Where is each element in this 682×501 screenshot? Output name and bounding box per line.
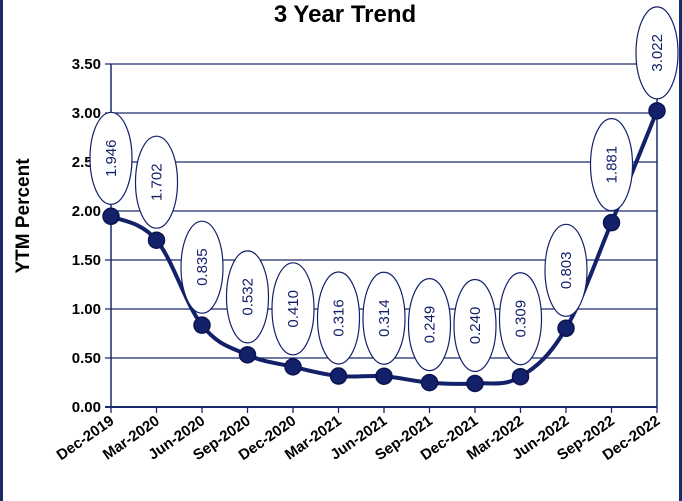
data-point <box>284 358 302 376</box>
data-label: 3.022 <box>635 6 679 100</box>
svg-text:1.881: 1.881 <box>604 146 621 184</box>
data-label: 0.803 <box>544 223 588 317</box>
svg-text:1.702: 1.702 <box>149 163 166 201</box>
data-point <box>193 316 211 334</box>
data-point <box>420 373 439 392</box>
data-label: 0.410 <box>271 262 315 356</box>
data-point <box>147 231 166 249</box>
data-labels: 1.946 1.702 0.835 0.532 0.410 0.316 0.314 0.249… <box>89 6 679 373</box>
data-point <box>511 367 530 386</box>
data-point <box>102 207 120 226</box>
chart-title: 3 Year Trend <box>274 1 416 28</box>
data-label: 1.702 <box>134 135 179 229</box>
y-tick-label: 0.50 <box>72 350 101 367</box>
data-point <box>602 213 621 232</box>
svg-text:1.946: 1.946 <box>103 140 120 178</box>
svg-text:0.316: 0.316 <box>331 299 348 337</box>
data-label: 1.946 <box>89 111 133 205</box>
y-tick-label: 1.50 <box>72 252 101 269</box>
y-axis-label: YTM Percent <box>13 158 34 274</box>
svg-text:0.835: 0.835 <box>194 248 211 286</box>
svg-text:0.249: 0.249 <box>422 306 439 344</box>
y-axis-ticks: 0.000.501.001.502.002.503.003.50 <box>72 56 101 416</box>
data-point <box>375 367 393 385</box>
svg-text:0.532: 0.532 <box>240 278 257 316</box>
data-label: 0.316 <box>316 271 361 365</box>
data-point <box>329 367 348 385</box>
data-label: 0.249 <box>407 277 452 372</box>
x-axis-ticks: Dec-2019Mar-2020Jun-2020Sep-2020Dec-2020… <box>54 407 663 464</box>
data-label: 0.835 <box>180 220 224 314</box>
data-point <box>648 102 666 120</box>
data-points <box>102 102 666 393</box>
y-tick-label: 3.00 <box>72 105 101 122</box>
data-label: 0.314 <box>362 271 406 365</box>
svg-text:0.314: 0.314 <box>376 299 393 337</box>
svg-text:0.309: 0.309 <box>513 300 530 338</box>
svg-text:0.240: 0.240 <box>467 307 484 345</box>
y-tick-label: 1.00 <box>72 301 101 318</box>
svg-text:3.022: 3.022 <box>649 34 666 72</box>
data-label: 1.881 <box>589 118 634 212</box>
data-point <box>238 346 257 364</box>
svg-text:0.410: 0.410 <box>285 290 302 328</box>
y-tick-label: 0.00 <box>72 399 101 416</box>
data-label: 0.532 <box>225 250 270 344</box>
svg-text:0.803: 0.803 <box>558 252 575 290</box>
y-tick-label: 2.00 <box>72 203 101 220</box>
data-label: 0.309 <box>498 272 543 366</box>
data-point <box>466 374 484 393</box>
data-point <box>557 319 575 338</box>
y-tick-label: 3.50 <box>72 56 101 73</box>
data-label: 0.240 <box>453 278 497 373</box>
